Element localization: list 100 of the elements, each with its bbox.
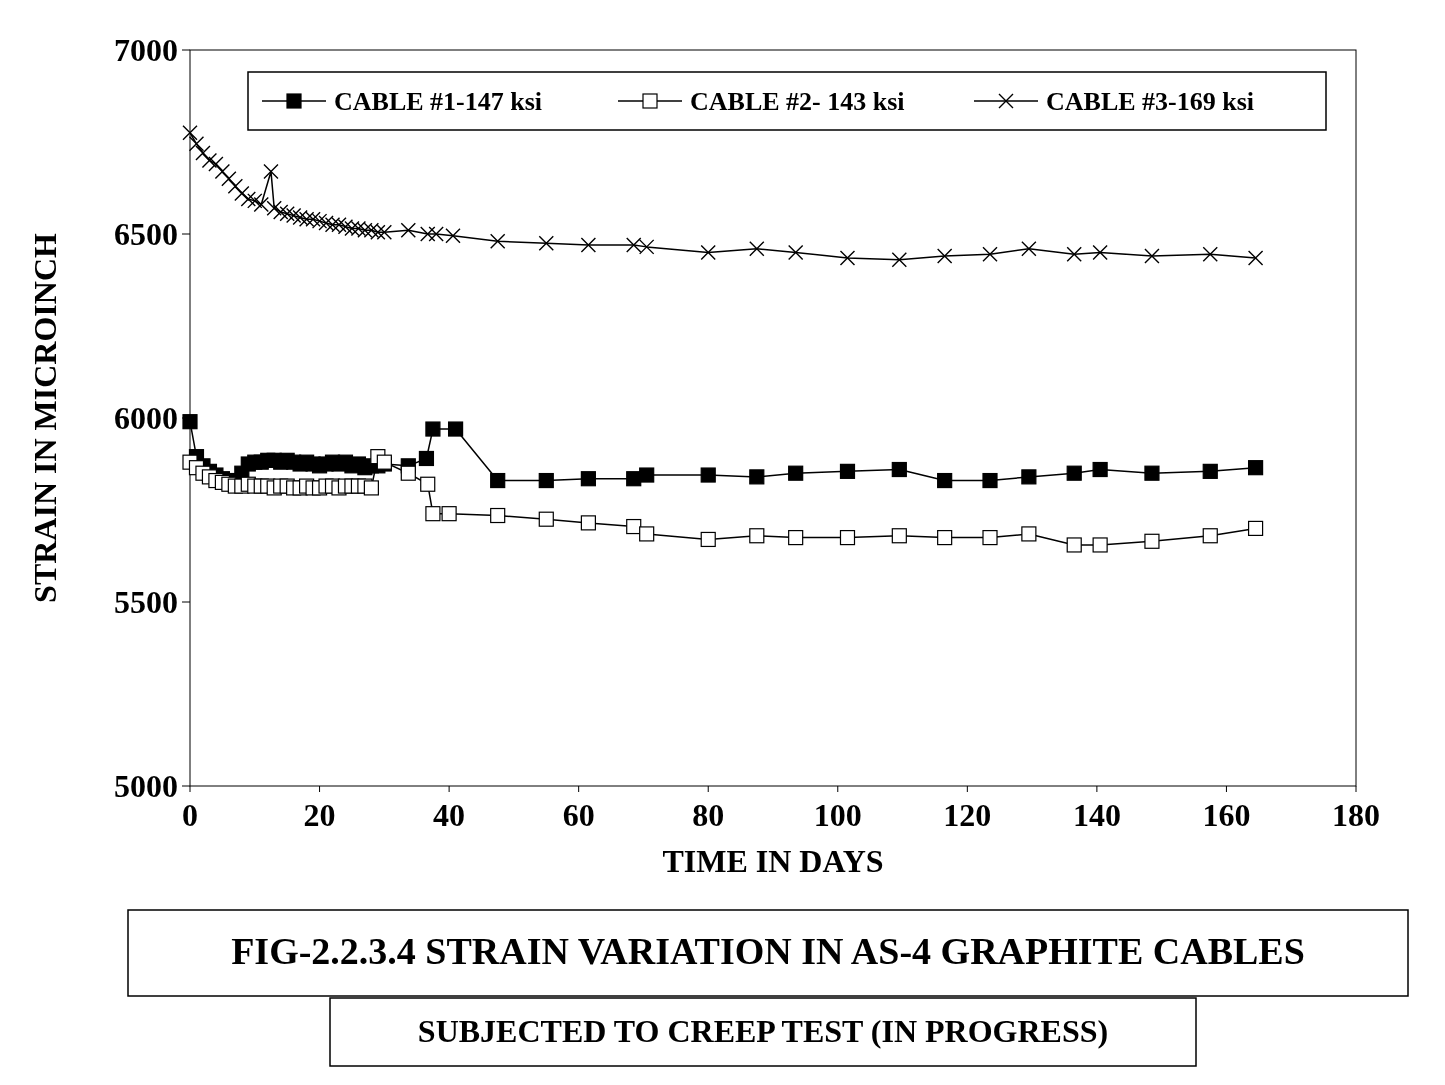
- x-tick-label: 40: [433, 797, 466, 833]
- point: [839, 530, 856, 546]
- point: [580, 515, 596, 531]
- x-tick-label: 0: [182, 797, 198, 833]
- point: [538, 511, 554, 527]
- text: SUBJECTED TO CREEP TEST (IN PROGRESS): [417, 1013, 1109, 1049]
- point: [221, 171, 237, 187]
- point: [1066, 246, 1082, 262]
- y-tick-label: 6000: [114, 400, 178, 436]
- point: [363, 480, 379, 496]
- point: [788, 530, 804, 546]
- point: [1021, 526, 1037, 542]
- point: [982, 530, 998, 546]
- point: [936, 248, 953, 264]
- point: [1202, 246, 1218, 262]
- legend-label: CABLE #3-169 ksi: [1046, 87, 1255, 116]
- x-tick-label: 20: [303, 797, 336, 833]
- point: [839, 250, 856, 266]
- text: FIG-2.2.3.4 STRAIN VARIATION IN AS-4 GRAPHITE CABLES: [231, 930, 1305, 972]
- point: [937, 472, 953, 489]
- point: [1066, 465, 1082, 481]
- x-axis-title: TIME IN DAYS: [662, 843, 884, 879]
- point: [425, 506, 441, 522]
- point: [937, 530, 953, 546]
- point: [418, 450, 435, 467]
- point: [247, 193, 263, 209]
- point: [700, 244, 716, 261]
- y-tick-label: 6500: [114, 216, 178, 252]
- point: [1092, 244, 1108, 261]
- point: [788, 465, 804, 481]
- point: [263, 163, 279, 180]
- point: [982, 472, 998, 489]
- point: [272, 204, 289, 220]
- point: [195, 145, 211, 161]
- point: [285, 207, 302, 224]
- point: [1202, 528, 1218, 544]
- point: [891, 528, 907, 544]
- point: [400, 222, 416, 239]
- point: [234, 185, 250, 202]
- y-axis-title: STRAIN IN MICROINCH: [27, 232, 63, 603]
- point: [700, 467, 716, 483]
- point: [1092, 461, 1108, 478]
- point: [400, 465, 416, 481]
- point: [1021, 241, 1037, 257]
- point: [626, 518, 642, 535]
- point: [201, 152, 218, 169]
- point: [580, 237, 597, 253]
- point: [227, 178, 244, 194]
- point: [1066, 537, 1082, 553]
- point: [425, 421, 441, 437]
- point: [420, 226, 436, 242]
- point: [749, 469, 765, 485]
- point: [253, 196, 269, 213]
- point: [580, 471, 596, 487]
- x-tick-label: 80: [692, 797, 725, 833]
- point: [441, 506, 457, 522]
- point: [1144, 465, 1160, 481]
- point: [839, 463, 856, 479]
- point: [982, 246, 998, 262]
- point: [538, 472, 554, 489]
- point: [279, 206, 295, 222]
- x-tick-label: 100: [813, 797, 862, 833]
- point: [787, 244, 804, 261]
- point: [1247, 520, 1264, 536]
- point: [240, 191, 256, 207]
- point: [1247, 250, 1264, 266]
- point: [1021, 469, 1037, 485]
- point: [749, 241, 765, 257]
- point: [538, 235, 554, 251]
- point: [639, 467, 655, 483]
- x-tick-label: 60: [562, 797, 595, 833]
- point: [490, 507, 506, 524]
- x-tick-label: 140: [1072, 797, 1121, 833]
- point: [266, 200, 282, 216]
- point: [891, 252, 908, 268]
- point: [1092, 537, 1108, 553]
- y-tick-label: 7000: [114, 32, 178, 68]
- point: [490, 472, 506, 489]
- point: [182, 414, 198, 430]
- x-tick-label: 180: [1332, 797, 1380, 833]
- point: [1247, 460, 1264, 476]
- point: [749, 528, 765, 544]
- y-tick-label: 5500: [114, 584, 178, 620]
- point: [182, 125, 198, 141]
- legend-label: CABLE #1-147 ksi: [334, 87, 543, 116]
- x-tick-label: 160: [1202, 797, 1251, 833]
- y-tick-label: 5000: [114, 768, 178, 804]
- point: [1144, 248, 1160, 264]
- point: [891, 461, 907, 478]
- point: [208, 156, 224, 172]
- point: [639, 526, 655, 542]
- point: [420, 476, 436, 492]
- point: [188, 136, 205, 152]
- point: [1144, 533, 1160, 549]
- point: [447, 421, 464, 437]
- legend-label: CABLE #2- 143 ksi: [690, 87, 905, 116]
- point: [489, 233, 506, 250]
- point: [1202, 463, 1218, 479]
- x-tick-label: 120: [943, 797, 992, 833]
- point: [700, 531, 716, 548]
